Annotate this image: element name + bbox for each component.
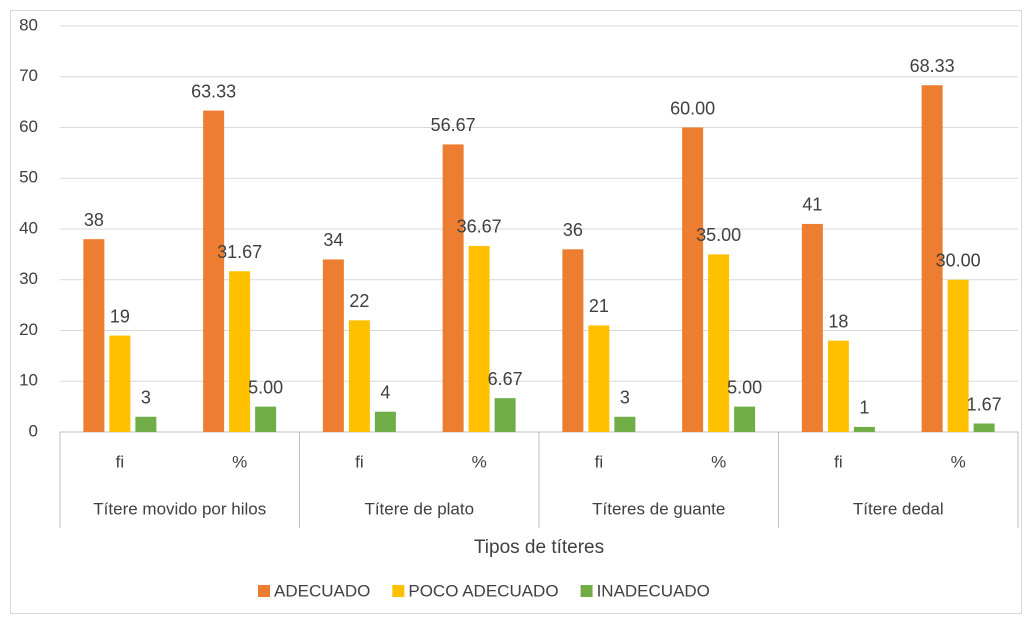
bar (734, 406, 756, 432)
data-label: 35.00 (696, 225, 741, 245)
data-label: 4 (380, 382, 390, 402)
data-label: 5.00 (727, 377, 762, 397)
bar (494, 398, 516, 432)
bar (83, 239, 105, 432)
legend-label: POCO ADECUADO (408, 581, 558, 600)
x-tick-label: fi (834, 452, 843, 471)
data-label: 21 (589, 296, 609, 316)
bar (682, 127, 704, 432)
legend-swatch (392, 585, 405, 597)
y-tick-label: 60 (19, 117, 38, 136)
bar (135, 416, 157, 432)
x-tick-label: fi (595, 452, 604, 471)
bar (588, 325, 610, 432)
data-label: 38 (84, 210, 104, 230)
y-tick-label: 50 (19, 168, 38, 187)
bar (947, 279, 969, 432)
data-label: 22 (349, 291, 369, 311)
bar (322, 259, 344, 432)
group-label: Títere dedal (853, 499, 944, 518)
data-label: 41 (802, 195, 822, 215)
legend-swatch (258, 585, 270, 597)
bar (708, 254, 730, 432)
y-tick-label: 30 (19, 269, 38, 288)
y-tick-label: 10 (19, 371, 38, 390)
bar (374, 411, 396, 432)
bar (614, 416, 636, 432)
data-label: 68.33 (910, 56, 955, 76)
data-label: 36.67 (457, 217, 502, 237)
bar (468, 245, 490, 432)
data-label: 6.67 (488, 369, 523, 389)
bar (562, 249, 584, 432)
bar (853, 426, 875, 432)
group-label: Títere de plato (364, 499, 474, 518)
group-label: Títeres de guante (592, 499, 725, 518)
bar (442, 144, 464, 432)
y-tick-label: 80 (19, 15, 38, 34)
legend-label: INADECUADO (597, 581, 710, 600)
data-label: 19 (110, 306, 130, 326)
data-label: 60.00 (670, 98, 715, 118)
data-label: 63.33 (191, 81, 236, 101)
x-tick-label: % (472, 452, 487, 471)
bar (109, 335, 131, 432)
data-label: 31.67 (217, 242, 262, 262)
bar (348, 320, 370, 432)
data-label: 18 (828, 311, 848, 331)
y-tick-label: 0 (29, 421, 38, 440)
bar (973, 423, 995, 432)
x-tick-label: fi (116, 452, 125, 471)
legend-swatch (580, 585, 593, 597)
data-label: 1 (859, 398, 869, 418)
bar (827, 340, 849, 432)
data-label: 34 (323, 230, 343, 250)
y-tick-label: 40 (19, 218, 38, 237)
bar (921, 85, 943, 432)
data-label: 36 (563, 220, 583, 240)
x-tick-label: % (232, 452, 247, 471)
legend-label: ADECUADO (274, 581, 370, 600)
data-label: 5.00 (248, 377, 283, 397)
data-label: 30.00 (936, 251, 981, 271)
data-label: 1.67 (967, 394, 1002, 414)
bar (255, 406, 277, 432)
x-tick-label: fi (355, 452, 364, 471)
y-tick-label: 20 (19, 320, 38, 339)
data-label: 56.67 (431, 115, 476, 135)
group-label: Títere movido por hilos (93, 499, 266, 518)
x-tick-label: % (951, 452, 966, 471)
x-tick-label: % (711, 452, 726, 471)
y-tick-label: 70 (19, 66, 38, 85)
bar (203, 110, 225, 432)
data-label: 3 (141, 388, 151, 408)
chart-frame (10, 10, 1022, 614)
bar (229, 271, 251, 432)
data-label: 3 (620, 388, 630, 408)
bar (801, 223, 823, 432)
x-axis-title: Tipos de títeres (474, 537, 604, 558)
